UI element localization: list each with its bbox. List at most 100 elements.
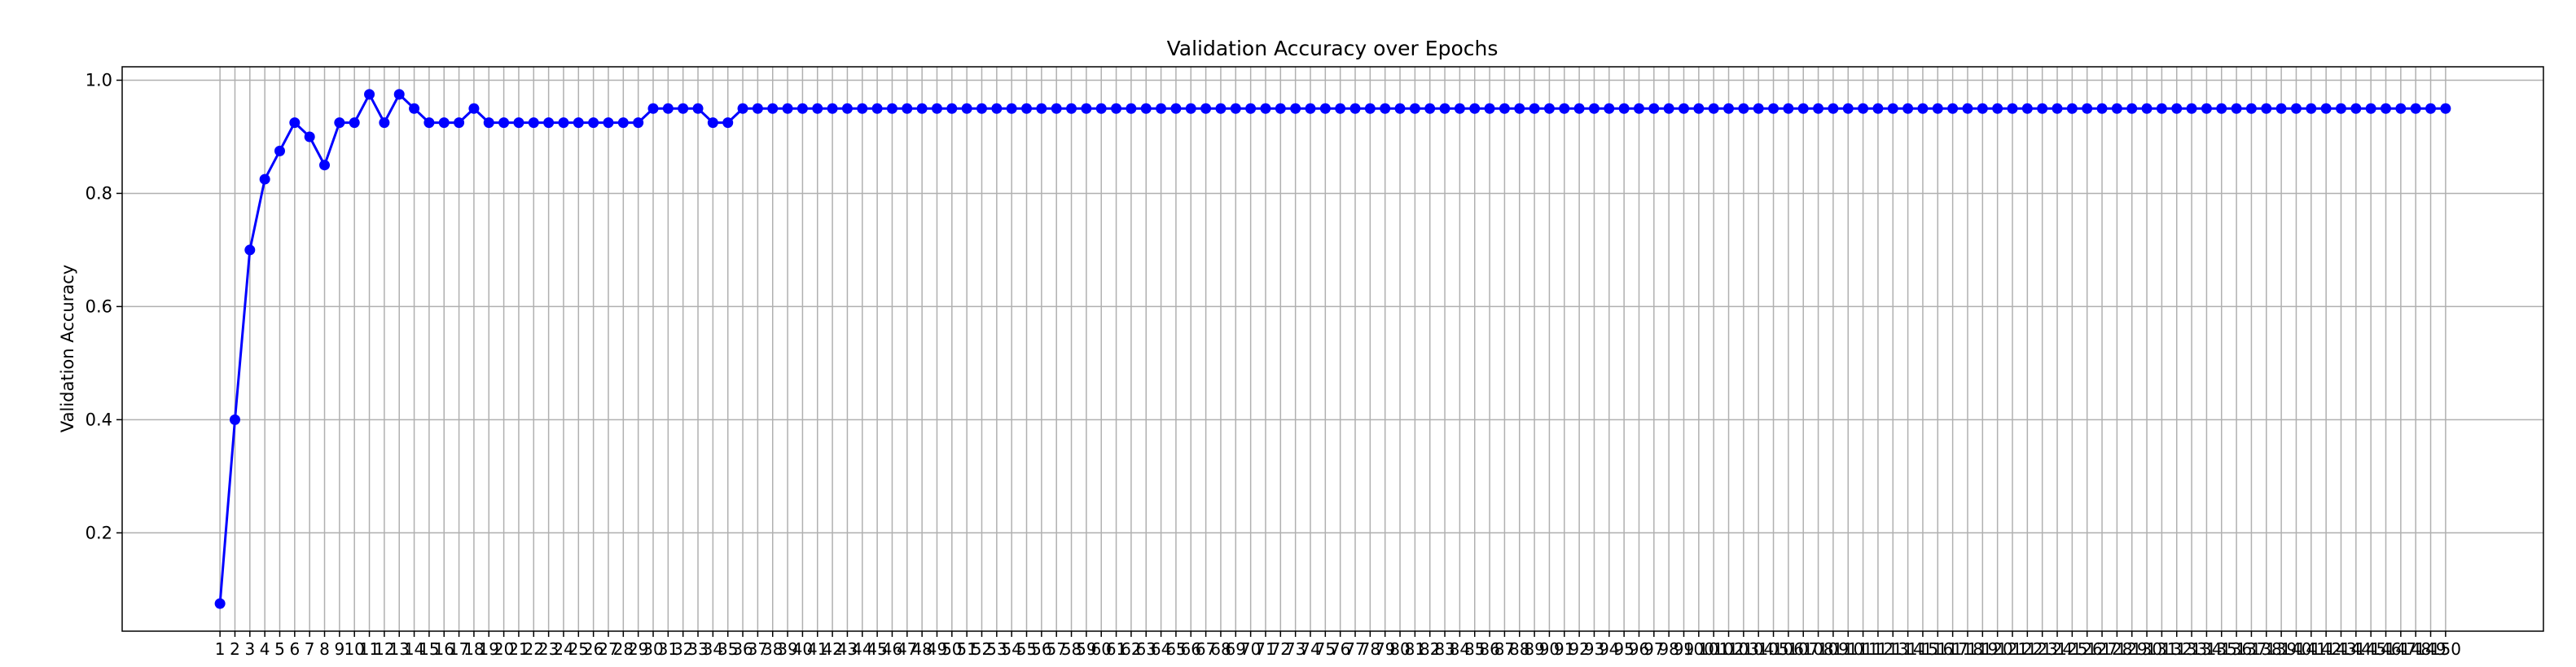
x-tick-label: 91 — [1554, 639, 1574, 659]
y-tick-label: 1.0 — [86, 71, 112, 90]
x-tick-label: 63 — [1136, 639, 1156, 659]
x-tick-label: 111 — [1847, 639, 1878, 659]
data-point — [1260, 103, 1271, 114]
x-tick-label: 65 — [1165, 639, 1186, 659]
data-point — [1708, 103, 1719, 114]
data-point — [2156, 103, 2167, 114]
data-point — [1618, 103, 1630, 114]
data-series — [214, 89, 2451, 609]
x-tick-label: 45 — [867, 639, 887, 659]
x-tick-label: 90 — [1539, 639, 1560, 659]
data-point — [662, 103, 674, 114]
data-point — [438, 117, 450, 129]
data-point — [2082, 103, 2093, 114]
x-tick-label: 122 — [2012, 639, 2043, 659]
x-tick-label: 32 — [673, 639, 693, 659]
x-tick-label: 108 — [1802, 639, 1833, 659]
data-point — [1842, 103, 1854, 114]
data-point — [513, 117, 524, 129]
data-point — [1081, 103, 1092, 114]
data-point — [1693, 103, 1705, 114]
x-tick-label: 14 — [404, 639, 424, 659]
x-tick-label: 18 — [463, 639, 484, 659]
x-tick-label: 64 — [1151, 639, 1171, 659]
x-tick-label: 124 — [2042, 639, 2073, 659]
x-tick-label: 52 — [972, 639, 992, 659]
x-tick-label: 49 — [927, 639, 947, 659]
data-point — [483, 117, 494, 129]
data-point — [2111, 103, 2122, 114]
grid-lines — [122, 67, 2543, 631]
data-point — [1828, 103, 1839, 114]
data-point — [1380, 103, 1391, 114]
x-tick-label: 125 — [2056, 639, 2087, 659]
x-tick-label: 59 — [1076, 639, 1096, 659]
x-tick-label: 81 — [1405, 639, 1425, 659]
x-tick-label: 76 — [1330, 639, 1350, 659]
x-tick-label: 54 — [1001, 639, 1021, 659]
data-point — [1977, 103, 1988, 114]
x-tick-label: 107 — [1788, 639, 1819, 659]
y-tick-label: 0.8 — [86, 183, 112, 203]
data-point — [1932, 103, 1943, 114]
x-tick-label: 37 — [748, 639, 768, 659]
data-point — [393, 89, 405, 100]
x-tick-label: 96 — [1629, 639, 1649, 659]
data-point — [1394, 103, 1406, 114]
data-point — [289, 117, 301, 129]
data-point — [2290, 103, 2302, 114]
data-point — [1170, 103, 1182, 114]
x-tick-label: 22 — [524, 639, 544, 659]
data-point — [2126, 103, 2138, 114]
data-point — [2245, 103, 2257, 114]
data-point — [1364, 103, 1376, 114]
data-point — [871, 103, 883, 114]
x-tick-label: 38 — [762, 639, 783, 659]
data-point — [1872, 103, 1884, 114]
x-tick-label: 84 — [1450, 639, 1470, 659]
x-tick-label: 58 — [1061, 639, 1082, 659]
data-point — [528, 117, 539, 129]
data-point — [543, 117, 555, 129]
x-tick-label: 73 — [1285, 639, 1306, 659]
data-point — [364, 89, 375, 100]
x-tick-label: 44 — [852, 639, 872, 659]
x-tick-label: 112 — [1863, 639, 1894, 659]
data-point — [1648, 103, 1660, 114]
x-tick-label: 51 — [956, 639, 976, 659]
data-point — [2186, 103, 2197, 114]
x-tick-label: 67 — [1196, 639, 1216, 659]
data-point — [1723, 103, 1735, 114]
x-tick-label: 128 — [2101, 639, 2132, 659]
x-tick-label: 29 — [628, 639, 648, 659]
x-tick-label: 149 — [2415, 639, 2446, 659]
x-tick-label: 103 — [1728, 639, 1759, 659]
data-point — [2306, 103, 2317, 114]
data-point — [692, 103, 704, 114]
x-tick-label: 121 — [1997, 639, 2028, 659]
x-tick-label: 23 — [538, 639, 559, 659]
data-point — [319, 160, 331, 171]
data-point — [1245, 103, 1257, 114]
x-tick-label: 19 — [479, 639, 499, 659]
x-tick-label: 20 — [494, 639, 514, 659]
x-tick-label: 135 — [2206, 639, 2237, 659]
x-tick-label: 71 — [1255, 639, 1275, 659]
data-point — [1768, 103, 1780, 114]
data-point — [229, 414, 240, 425]
data-point — [1006, 103, 1017, 114]
x-tick-label: 88 — [1509, 639, 1529, 659]
x-tick-label: 28 — [613, 639, 634, 659]
x-tick-label: 62 — [1121, 639, 1141, 659]
data-point — [2141, 103, 2153, 114]
chart-title: Validation Accuracy over Epochs — [1167, 37, 1499, 60]
x-tick-label: 130 — [2131, 639, 2162, 659]
x-tick-label: 127 — [2087, 639, 2117, 659]
data-point — [722, 117, 734, 129]
x-tick-label: 115 — [1907, 639, 1938, 659]
x-tick-label: 145 — [2355, 639, 2386, 659]
x-tick-label: 78 — [1360, 639, 1380, 659]
data-point — [827, 103, 838, 114]
x-tick-label: 146 — [2370, 639, 2401, 659]
